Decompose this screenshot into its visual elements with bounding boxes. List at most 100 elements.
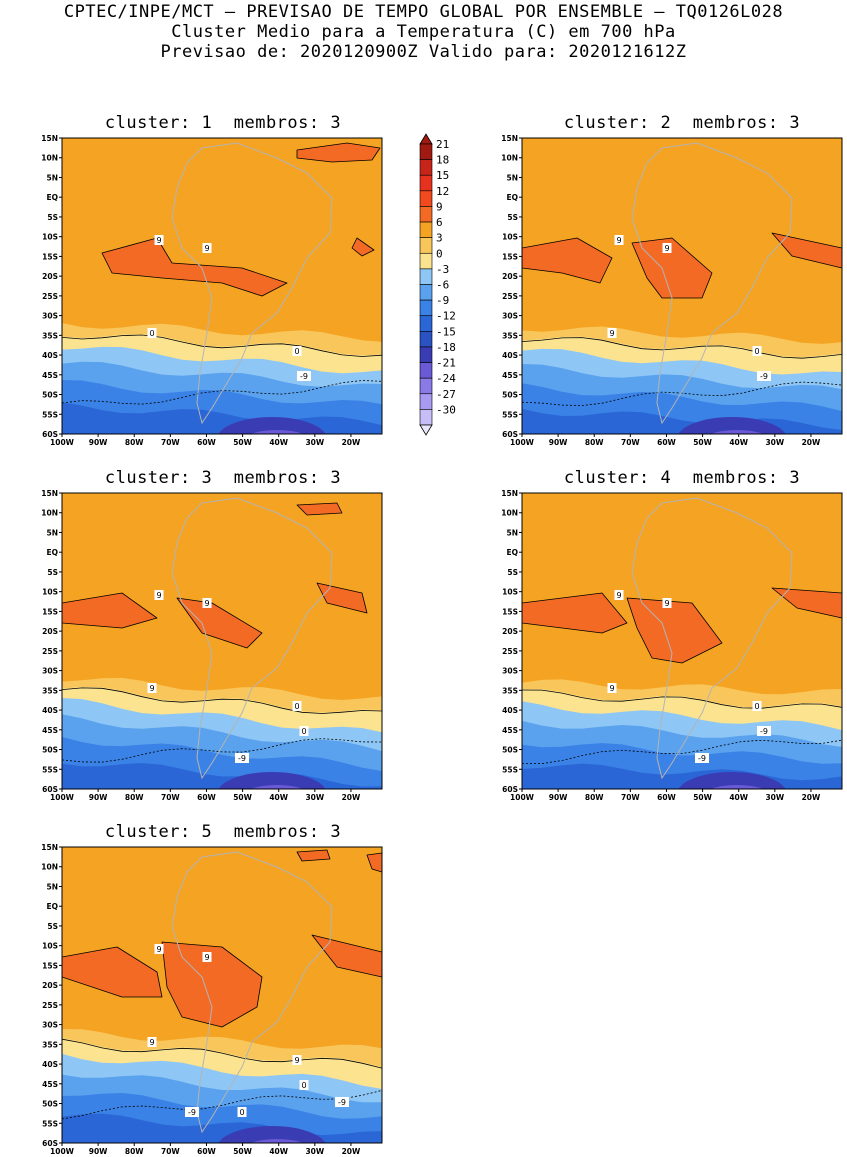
svg-text:9: 9 [294,1056,299,1065]
header-line-2: Cluster Medio para a Temperatura (C) em … [171,22,676,42]
lon-tick-label: 40W [269,438,288,447]
lat-tick-label: 50S [42,391,58,400]
header-line-1: CPTEC/INPE/MCT — PREVISAO DE TEMPO GLOBA… [63,2,784,22]
svg-text:9: 9 [204,953,209,962]
lat-tick-label: 55S [42,1119,58,1128]
lat-tick-label: 10N [41,509,58,518]
contour-label: 9 [154,590,164,600]
colorbar-label: -6 [436,279,449,292]
lat-tick-label: EQ [47,548,59,557]
lat-tick-label: 20S [42,627,58,636]
lat-tick-label: 5N [507,173,519,182]
lon-tick-label: 90W [89,438,108,447]
svg-text:9: 9 [616,591,621,600]
cold-core [678,772,786,789]
contour-label: 9 [292,1055,302,1065]
lat-tick-label: 10N [501,154,518,163]
colorbar-swatch [419,377,433,395]
lon-tick-label: 60W [197,793,216,802]
lon-tick-label: 20W [802,793,821,802]
continent-outline [171,142,333,425]
lon-tick-label: 30W [305,438,324,447]
lon-tick-label: 70W [621,793,640,802]
lat-tick-label: 15N [41,843,58,852]
svg-text:-9: -9 [698,754,706,763]
lat-tick-label: 15N [41,489,58,498]
lat-tick-label: 40S [42,706,58,715]
lat-tick-label: 5N [47,528,59,537]
colorbar-swatch [419,221,433,238]
contour-label: 9 [202,243,212,253]
svg-text:0: 0 [149,329,154,338]
lon-tick-label: 50W [693,793,712,802]
warm-region [101,237,288,297]
contour-label: 0 [147,328,157,338]
lon-tick-label: 30W [765,438,784,447]
contour-label: 9 [147,1037,157,1047]
continent-outline [631,142,793,425]
contour-zero [62,1038,382,1069]
lon-tick-label: 100W [510,438,535,447]
colorbar-label: 6 [436,216,443,229]
lat-tick-label: 45S [502,726,518,735]
lat-tick-label: 40S [502,706,518,715]
contour-label: 0 [299,1080,309,1090]
warm-region [771,587,842,619]
map-panel-cluster-3: 15N 10N 5N EQ 5S 10S 15S 20S 25S 30S 35S 40S 45S 50S 5… [41,489,383,802]
lat-tick-label: 50S [502,746,518,755]
lat-tick-label: 20S [42,981,58,990]
lat-tick-label: 45S [42,1080,58,1089]
svg-text:9: 9 [664,244,669,253]
cluster-number: 5 [201,822,213,842]
warm-region [351,237,375,257]
lon-tick-label: 50W [693,438,712,447]
colorbar-swatch [419,237,433,254]
cluster-label: cluster: [104,822,191,842]
svg-text:0: 0 [301,727,306,736]
svg-text:9: 9 [664,599,669,608]
lat-tick-label: 50S [502,391,518,400]
lat-tick-label: 15S [502,607,518,616]
svg-text:0: 0 [239,1108,244,1117]
map-frame [61,846,383,1144]
contour-label: 9 [607,328,617,338]
cold-core-inner [250,785,304,789]
colorbar-label: -27 [436,388,456,401]
members-label: membros: [233,468,320,488]
colorbar-label: -24 [436,372,456,385]
lat-tick-label: 45S [502,371,518,380]
cold-core [678,417,786,434]
svg-text:-9: -9 [188,1108,196,1117]
lon-tick-label: 60W [197,438,216,447]
lon-tick-label: 40W [729,793,748,802]
contour-label: -9 [235,753,249,763]
colorbar-swatch [419,206,433,223]
map-panel-cluster-5: 15N 10N 5N EQ 5S 10S 15S 20S 25S 30S 35S 40S 45S 50S 5… [41,843,383,1156]
lon-tick-label: 70W [161,793,180,802]
lon-tick-label: 100W [50,793,75,802]
lat-tick-label: 15N [41,134,58,143]
svg-text:9: 9 [149,684,154,693]
lat-tick-label: 50S [42,746,58,755]
map-frame [61,137,383,435]
svg-text:9: 9 [149,1038,154,1047]
map-frame [61,492,383,790]
lon-tick-label: 20W [342,1147,361,1156]
cluster-label: cluster: [104,113,191,133]
colorbar-label: -3 [436,263,449,276]
colorbar-swatch [419,299,433,317]
contour-label: 9 [662,243,672,253]
colorbar-swatch [419,315,433,332]
contour-label: 9 [147,683,157,693]
cold-core [218,772,326,789]
lat-tick-label: 60S [42,1139,58,1148]
lon-tick-label: 20W [342,793,361,802]
lat-tick-label: EQ [47,902,59,911]
lat-tick-label: 10N [501,509,518,518]
lat-tick-label: 5S [47,922,58,931]
lon-tick-label: 90W [89,793,108,802]
map-frame [521,137,843,435]
lat-tick-label: 55S [502,765,518,774]
lat-tick-label: 30S [42,312,58,321]
lat-tick-label: EQ [47,193,59,202]
